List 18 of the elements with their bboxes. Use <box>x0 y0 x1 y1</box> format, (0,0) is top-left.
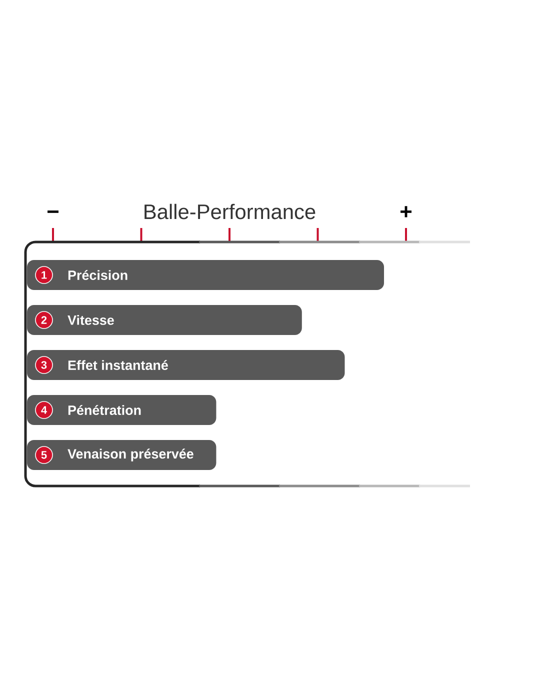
annotation: 5 <box>41 451 47 459</box>
bar <box>27 304 302 335</box>
bar <box>27 440 216 470</box>
y-tick-label: Venaison préservée <box>68 448 194 462</box>
y-tick-label: Précision <box>68 270 128 280</box>
annotation: 1 <box>42 271 47 279</box>
chart-title: Balle-Performance <box>144 204 316 220</box>
bar <box>27 260 384 290</box>
y-tick-label: Vitesse <box>68 315 114 325</box>
text: + <box>400 206 412 218</box>
annotation: 2 <box>41 316 47 324</box>
y-tick-label: Pénétration <box>68 405 141 415</box>
text: − <box>48 210 59 213</box>
bar <box>27 350 345 380</box>
annotation: 3 <box>41 361 47 369</box>
bar <box>27 395 216 425</box>
y-tick-label: Effet instantané <box>68 360 168 370</box>
annotation: 4 <box>41 406 47 414</box>
